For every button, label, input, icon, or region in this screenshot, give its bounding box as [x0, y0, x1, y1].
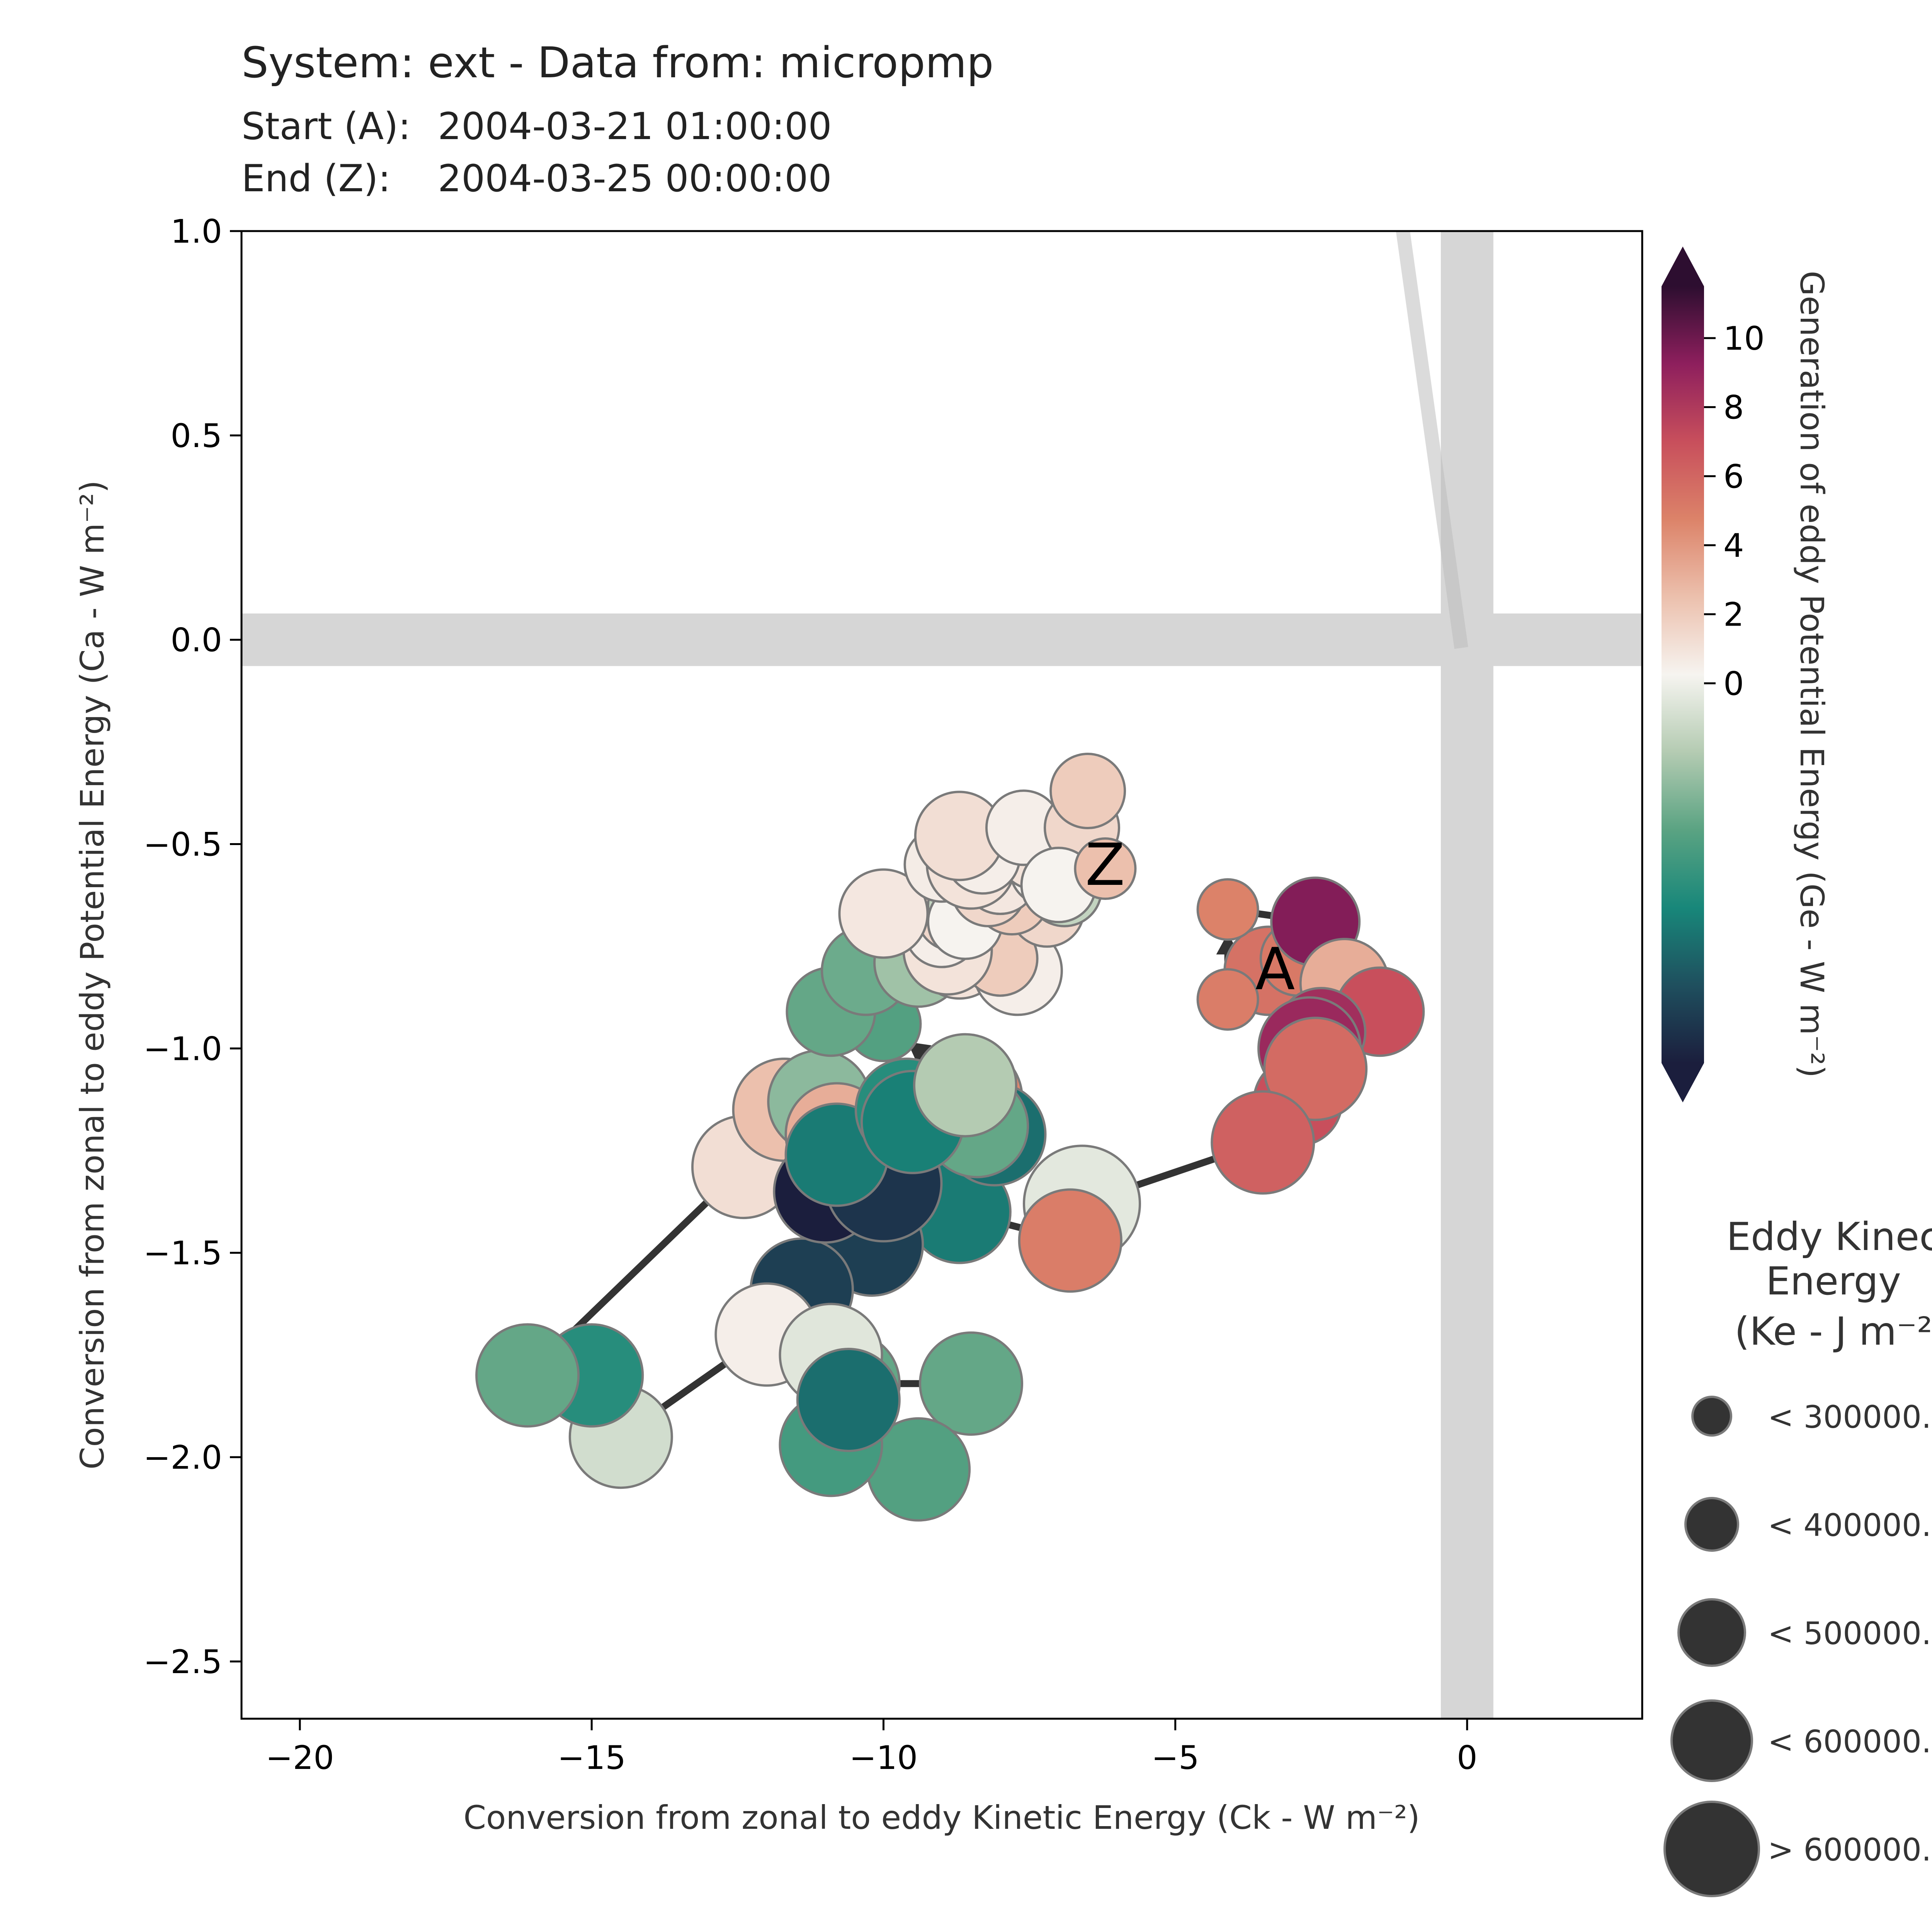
trajectory-point — [1196, 878, 1259, 941]
colorbar-extend-bottom — [1662, 1063, 1704, 1102]
y-tick-label: −2.0 — [143, 1439, 222, 1476]
size-legend-label: < 600000. — [1768, 1724, 1931, 1760]
trajectory-point — [1049, 753, 1126, 830]
plot-frame — [240, 230, 1643, 1720]
trajectory-point — [1263, 1017, 1368, 1121]
y-tick-label: −1.0 — [143, 1030, 222, 1068]
trajectory-point — [1196, 968, 1259, 1031]
colorbar-label: Generation of eddy Potential Energy (Ge … — [1793, 271, 1831, 1078]
axis-ticks: −20 −15 −10 −5 0 −2.5 −2.0 −1.5 −1.0 −0.5 0.0 0.5 1.… — [143, 213, 1478, 1777]
colorbar-ticks: 0 2 4 6 8 10 — [1704, 320, 1765, 702]
x-tick-label: −5 — [1151, 1739, 1199, 1777]
y-tick-label: −1.5 — [143, 1234, 222, 1272]
start-label: Start (A): — [242, 105, 411, 148]
trajectory-point — [475, 1323, 580, 1428]
size-legend-marker — [1663, 1801, 1760, 1897]
plot-area: −20 −15 −10 −5 0 −2.5 −2.0 −1.5 −1.0 −0.5 0.0 0.5 1.… — [143, 213, 1643, 1777]
trajectory-point — [796, 1348, 901, 1452]
end-value: 2004-03-25 00:00:00 — [438, 157, 832, 200]
size-legend-label: < 300000. — [1768, 1399, 1931, 1435]
zero-line-vertical — [1440, 231, 1493, 1719]
colorbar-extend-top — [1662, 247, 1704, 286]
colorbar-tick-label: 6 — [1723, 457, 1744, 495]
size-legend-marker — [1677, 1598, 1746, 1667]
colorbar: 0 2 4 6 8 10 Generation of eddy Potential Ene… — [1662, 247, 1831, 1102]
trajectory-markers — [475, 753, 1425, 1522]
start-value: 2004-03-21 01:00:00 — [438, 105, 832, 148]
trajectory-point — [1211, 1090, 1315, 1195]
size-legend-title-line-1: Eddy Kinec — [1726, 1214, 1932, 1259]
y-tick-label: 1.0 — [170, 213, 222, 250]
y-tick-label: −0.5 — [143, 826, 222, 864]
colorbar-body — [1662, 286, 1704, 1063]
diagonal-reference-line — [1396, 230, 1468, 649]
start-marker-label: A — [1255, 936, 1295, 1003]
size-legend-marker — [1670, 1699, 1753, 1782]
y-tick-label: 0.0 — [170, 621, 222, 659]
end-label: End (Z): — [242, 157, 391, 200]
trajectory-point — [838, 868, 929, 959]
size-legend: Eddy Kinec Energy (Ke - J m⁻² < 300000.<… — [1663, 1214, 1932, 1897]
zero-line-horizontal — [242, 613, 1642, 666]
size-legend-title-line-2: Energy — [1766, 1259, 1901, 1304]
y-tick-label: 0.5 — [170, 417, 222, 455]
trajectory-point — [1018, 1188, 1122, 1293]
size-legend-marker — [1684, 1497, 1739, 1552]
colorbar-tick-label: 0 — [1723, 665, 1744, 702]
colorbar-tick-label: 4 — [1723, 527, 1744, 565]
size-legend-label: < 500000. — [1768, 1616, 1931, 1651]
size-legend-title-line-3: (Ke - J m⁻² — [1735, 1309, 1932, 1354]
x-tick-label: −20 — [265, 1739, 334, 1777]
size-legend-items: < 300000. < 400000. < 500000. < 600000. > 60… — [1663, 1396, 1931, 1897]
trajectory-point — [919, 1331, 1024, 1436]
colorbar-tick-label: 8 — [1723, 389, 1744, 427]
y-axis-label: Conversion from zonal to eddy Potential … — [73, 480, 111, 1469]
x-tick-label: −15 — [558, 1739, 626, 1777]
y-tick-label: −2.5 — [143, 1643, 222, 1681]
x-tick-label: 0 — [1457, 1739, 1477, 1777]
trajectory-point — [913, 1033, 1017, 1138]
trajectory-point — [1074, 837, 1137, 900]
end-marker-label: Z — [1085, 832, 1125, 899]
x-axis-label: Conversion from zonal to eddy Kinetic En… — [463, 1799, 1420, 1837]
size-legend-label: > 600000. — [1768, 1832, 1931, 1868]
chart-title: System: ext - Data from: micropmp — [242, 38, 994, 87]
size-legend-label: < 400000. — [1768, 1507, 1931, 1543]
colorbar-tick-label: 2 — [1723, 596, 1744, 634]
zero-lines — [242, 230, 1642, 1719]
colorbar-tick-label: 10 — [1723, 320, 1765, 357]
size-legend-marker — [1691, 1396, 1732, 1437]
x-tick-label: −10 — [849, 1739, 918, 1777]
endpoint-labels: A Z — [1085, 832, 1295, 1003]
